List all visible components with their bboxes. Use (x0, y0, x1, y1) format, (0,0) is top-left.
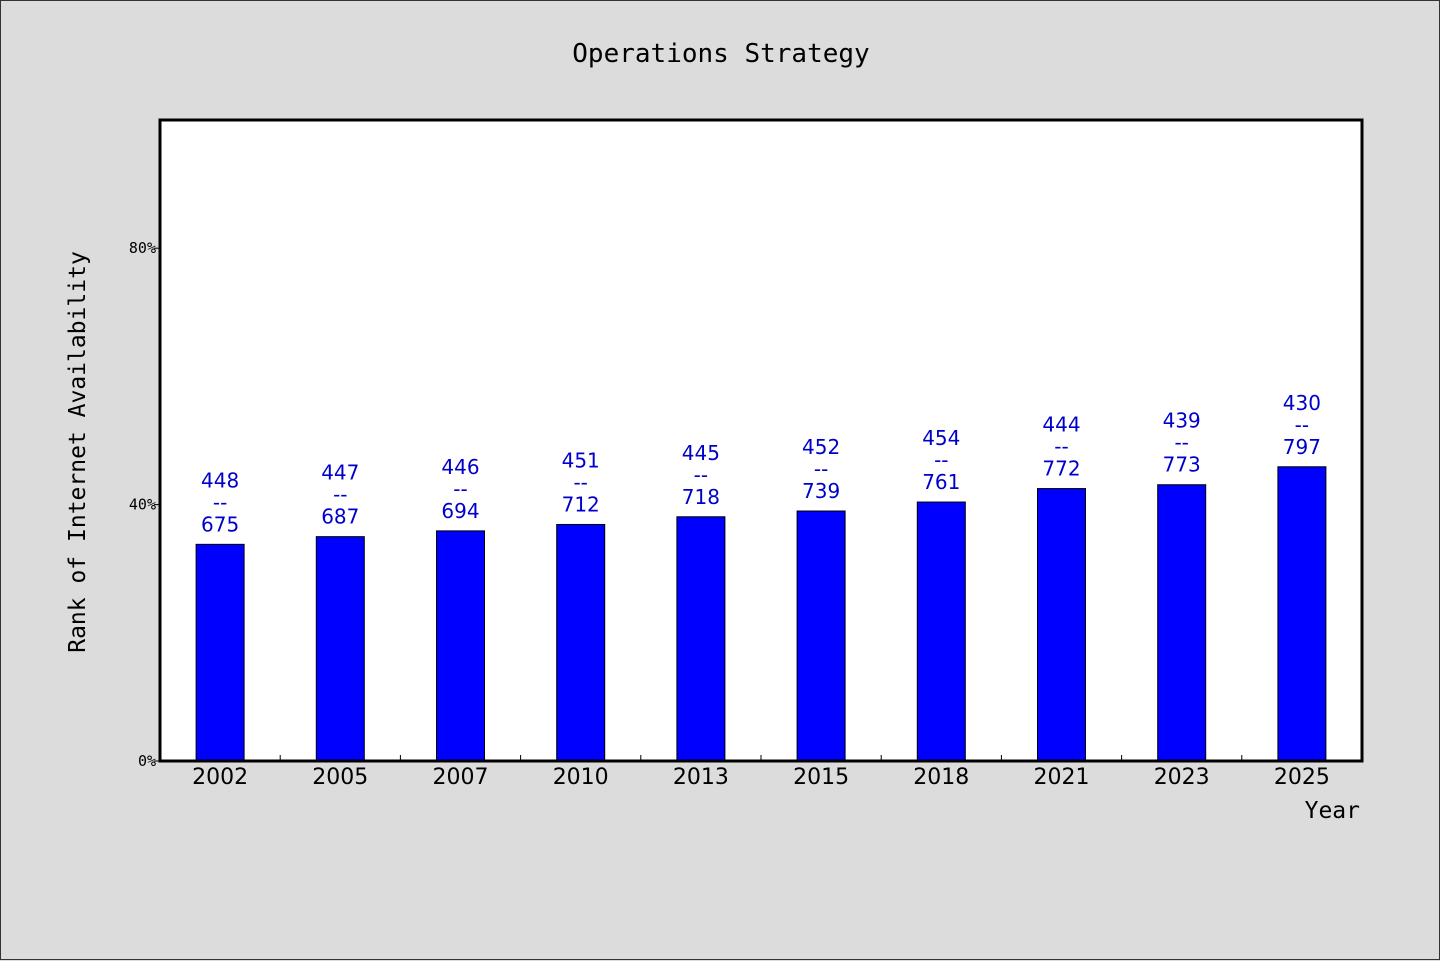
data-label-2002-line-2: -- (213, 490, 227, 514)
data-label-2021-line-2: -- (1054, 435, 1068, 459)
data-label-2018-line-3: 761 (922, 470, 960, 494)
data-label-2013-line-2: -- (694, 463, 708, 487)
bar-2021 (1037, 488, 1086, 762)
x-ticks-group: 2002 2005 2007 2010 2013 2015 2018 2021 2023 2025 (192, 755, 1330, 790)
data-labels-group: 448--675447--687446--694451--712445--718… (201, 391, 1321, 537)
bar-2013 (676, 516, 726, 762)
x-tick-label-2005: 2005 (312, 765, 368, 790)
bar-2025 (1277, 466, 1327, 762)
data-label-2010-line-2: -- (573, 470, 587, 494)
x-tick-label-2007: 2007 (433, 765, 489, 790)
x-axis-title: Year (1305, 798, 1360, 824)
data-label-2025-line-2: -- (1295, 413, 1309, 437)
data-label-2010-line-3: 712 (562, 492, 600, 516)
data-label-2015-line-1: 452 (802, 435, 840, 459)
data-label-2023-line-2: -- (1174, 431, 1188, 455)
data-label-2005-line-2: -- (333, 483, 347, 507)
plot-border (158, 118, 1364, 763)
x-tick-label-2018: 2018 (913, 765, 969, 790)
x-tick-label-2002: 2002 (192, 765, 248, 790)
data-label-2015-line-2: -- (814, 457, 828, 481)
y-axis-title: Rank of Internet Availability (65, 251, 91, 653)
data-label-2007-line-1: 446 (441, 455, 479, 479)
bar-2015 (796, 510, 846, 762)
x-tick-label-2021: 2021 (1034, 765, 1090, 790)
data-label-2021-line-3: 772 (1042, 457, 1080, 481)
x-tick-label-2015: 2015 (793, 765, 849, 790)
y-tick-label-2: 80% (129, 239, 156, 257)
x-tick-label-2010: 2010 (553, 765, 609, 790)
bar-2023 (1157, 484, 1207, 762)
chart-title: Operations Strategy (572, 39, 869, 69)
data-label-2025-line-1: 430 (1283, 391, 1321, 415)
data-label-2005-line-1: 447 (321, 461, 359, 485)
data-label-2013-line-1: 445 (682, 441, 720, 465)
bar-2002 (195, 543, 245, 762)
data-label-2015-line-3: 739 (802, 479, 840, 503)
data-label-2002-line-1: 448 (201, 468, 239, 492)
data-label-2002-line-3: 675 (201, 512, 239, 536)
bar-2010 (556, 523, 606, 762)
data-label-2007-line-3: 694 (441, 499, 479, 523)
data-label-2013-line-3: 718 (682, 485, 720, 509)
data-label-2021-line-1: 444 (1042, 413, 1080, 437)
y-ticks-group: 0% 40% 80% (129, 239, 160, 770)
data-label-2005-line-3: 687 (321, 505, 359, 529)
bars-group (195, 466, 1327, 762)
data-label-2007-line-2: -- (453, 477, 467, 501)
x-tick-label-2023: 2023 (1154, 765, 1210, 790)
y-tick-label-1: 40% (129, 496, 156, 514)
data-label-2025-line-3: 797 (1283, 435, 1321, 459)
data-label-2018-line-1: 454 (922, 426, 960, 450)
data-label-2010-line-1: 451 (562, 448, 600, 472)
bar-2018 (916, 501, 966, 762)
bar-2007 (436, 530, 485, 762)
x-tick-label-2025: 2025 (1274, 765, 1330, 790)
bar-2005 (315, 536, 365, 762)
y-tick-label-0: 0% (138, 752, 156, 770)
data-label-2023-line-3: 773 (1163, 453, 1201, 477)
data-label-2023-line-1: 439 (1163, 409, 1201, 433)
x-tick-label-2013: 2013 (673, 765, 729, 790)
data-label-2018-line-2: -- (934, 448, 948, 472)
